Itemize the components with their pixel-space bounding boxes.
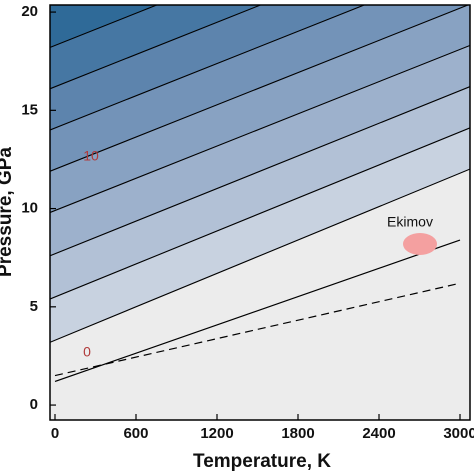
contour-label: 0 — [83, 344, 91, 360]
boundary-line — [54, 239, 461, 383]
y-tick-label: 15 — [21, 101, 38, 118]
y-axis-title: Pressure, GPa — [0, 147, 16, 277]
y-tick-label: 5 — [30, 298, 38, 315]
ekimov-region — [403, 233, 437, 255]
contour-band — [50, 5, 157, 48]
x-tick-label: 1800 — [281, 425, 314, 442]
contour-line — [50, 168, 470, 343]
plot-area: 0 10 Ekimov — [50, 5, 470, 420]
contour-line — [50, 5, 159, 49]
plot-frame — [49, 4, 471, 421]
x-axis-title: Temperature, K — [193, 451, 331, 472]
x-tick-label: 2400 — [362, 425, 395, 442]
y-tick-label: 0 — [30, 396, 38, 413]
x-tick-label: 1200 — [200, 425, 233, 442]
contour-line — [50, 5, 366, 131]
x-tick-label: 0 — [51, 425, 59, 442]
contour-line — [50, 86, 470, 257]
contour-line — [50, 44, 470, 214]
y-tick-label: 10 — [21, 200, 38, 217]
contour-label: 10 — [83, 148, 99, 164]
boundary-line — [54, 282, 461, 377]
x-tick-label: 3000 — [443, 425, 474, 442]
contour-line — [50, 127, 470, 300]
contour-line — [50, 5, 470, 172]
annotation: Ekimov — [387, 214, 433, 230]
x-tick-label: 600 — [123, 425, 148, 442]
y-tick-label: 20 — [21, 3, 38, 20]
